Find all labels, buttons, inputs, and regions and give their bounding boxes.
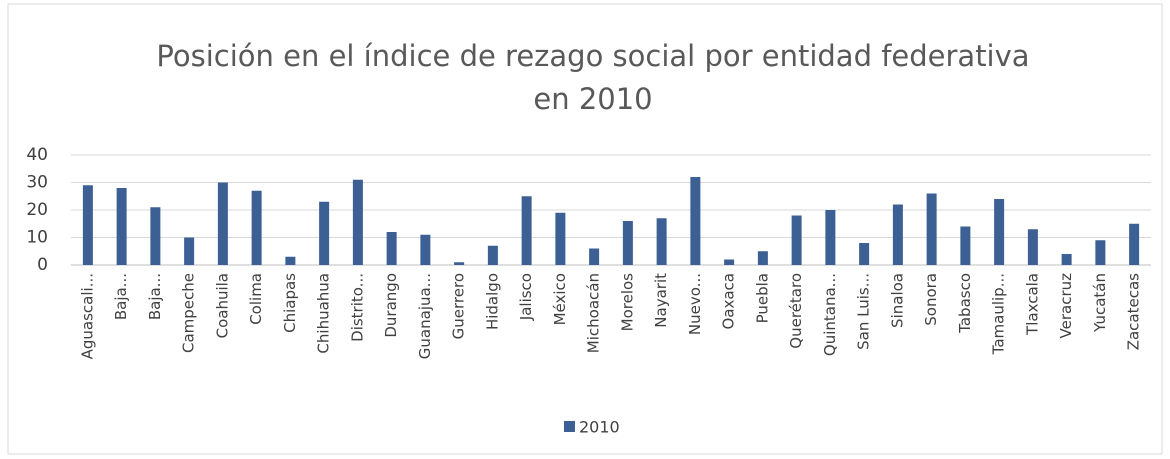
chart-title: en 2010 xyxy=(533,82,652,116)
x-tick-label: Guanajua... xyxy=(416,273,434,359)
x-tick-label: Durango xyxy=(382,273,400,338)
x-tick-label: Quintana... xyxy=(821,273,839,356)
x-tick-label: Sinaloa xyxy=(888,273,906,328)
y-tick-label: 20 xyxy=(26,200,48,220)
bar xyxy=(960,226,971,265)
bar xyxy=(656,218,667,265)
x-tick-label: Querétaro xyxy=(787,273,805,349)
chart-title: Posición en el índice de rezago social p… xyxy=(156,39,1029,73)
bar xyxy=(791,215,802,265)
x-tick-label: Baja... xyxy=(146,273,164,320)
bar xyxy=(285,256,296,265)
bar xyxy=(82,185,93,265)
x-tick-label: Puebla xyxy=(753,273,771,323)
x-tick-label: Nuevo... xyxy=(686,273,704,335)
bar xyxy=(994,199,1005,265)
bar xyxy=(352,179,363,265)
bar xyxy=(386,232,397,265)
x-tick-label: Michoacán xyxy=(585,273,603,353)
y-tick-label: 10 xyxy=(26,228,48,248)
x-tick-label: Tamaulip... xyxy=(990,273,1008,355)
legend-label: 2010 xyxy=(579,418,620,437)
bar xyxy=(926,193,937,265)
x-tick-label: Yucatán xyxy=(1091,273,1109,333)
bar xyxy=(319,201,330,265)
legend-swatch xyxy=(564,421,575,432)
bar xyxy=(116,188,127,265)
bar xyxy=(1129,223,1140,265)
bar xyxy=(555,212,566,265)
x-tick-label: Baja... xyxy=(112,273,130,320)
x-tick-label: Nayarit xyxy=(652,273,670,328)
x-tick-label: México xyxy=(551,273,569,325)
bar xyxy=(892,204,903,265)
x-tick-label: Distrito... xyxy=(348,273,366,342)
x-tick-label: Veracruz xyxy=(1057,273,1075,339)
x-tick-label: Oaxaca xyxy=(720,273,738,330)
x-tick-label: Colima xyxy=(247,273,265,325)
bar xyxy=(859,243,870,265)
y-tick-label: 0 xyxy=(37,255,48,275)
bar xyxy=(1095,240,1106,265)
x-tick-label: Hidalgo xyxy=(483,273,501,330)
bar xyxy=(217,182,228,265)
x-tick-label: Coahuila xyxy=(213,273,231,338)
bar xyxy=(420,234,431,265)
y-tick-label: 30 xyxy=(26,173,48,193)
bar xyxy=(184,237,195,265)
x-tick-label: Campeche xyxy=(180,273,198,353)
bar xyxy=(1061,254,1072,265)
bar xyxy=(454,262,465,265)
x-tick-label: Guerrero xyxy=(450,273,468,339)
bar xyxy=(251,190,262,265)
x-tick-label: Chihuahua xyxy=(315,273,333,354)
x-tick-label: Zacatecas xyxy=(1125,273,1143,350)
bar xyxy=(724,259,735,265)
x-tick-label: Tabasco xyxy=(956,273,974,334)
bar xyxy=(150,207,161,265)
bar xyxy=(622,221,633,265)
bar xyxy=(757,251,768,265)
bar xyxy=(825,210,836,265)
bar xyxy=(589,248,600,265)
x-tick-label: Aguascali... xyxy=(78,273,96,359)
y-tick-label: 40 xyxy=(26,145,48,165)
x-tick-label: Jalisco xyxy=(517,273,535,321)
x-tick-label: Morelos xyxy=(618,273,636,332)
bar xyxy=(521,196,532,265)
x-tick-label: Tlaxcala xyxy=(1023,273,1041,336)
bar xyxy=(1027,229,1038,265)
bar xyxy=(690,177,701,265)
x-tick-label: Chiapas xyxy=(281,273,299,333)
x-tick-label: Sonora xyxy=(922,273,940,326)
bar xyxy=(487,245,498,265)
x-tick-label: San Luis... xyxy=(855,273,873,350)
